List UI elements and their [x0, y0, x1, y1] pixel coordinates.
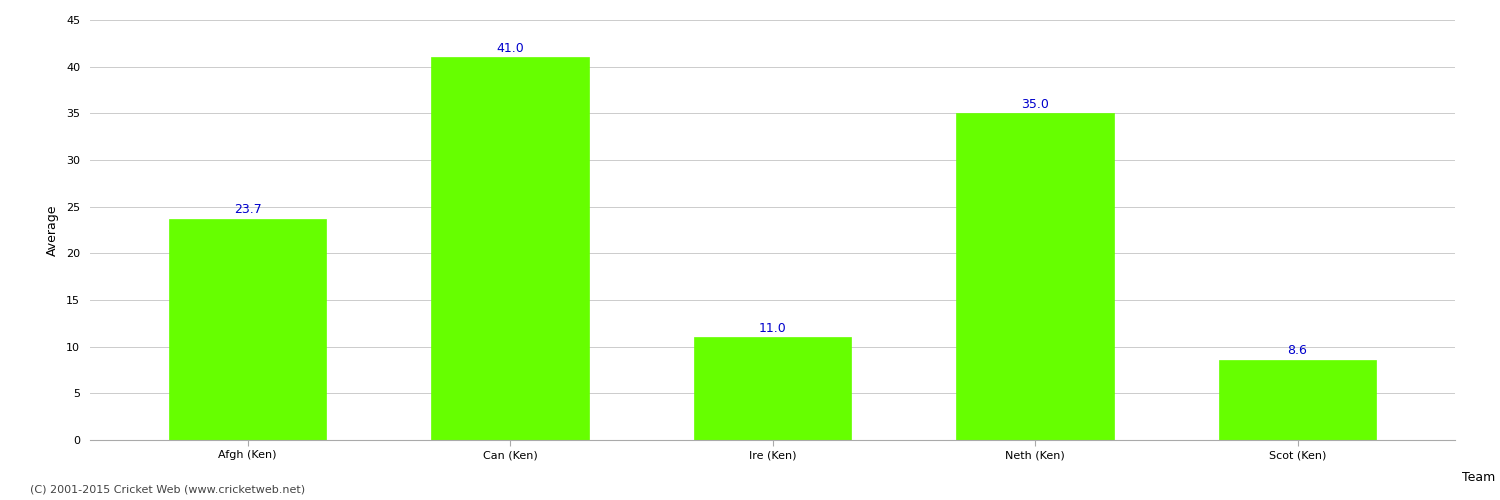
Text: 23.7: 23.7: [234, 203, 261, 216]
Text: Team: Team: [1462, 470, 1496, 484]
Bar: [432, 58, 588, 440]
Text: (C) 2001-2015 Cricket Web (www.cricketweb.net): (C) 2001-2015 Cricket Web (www.cricketwe…: [30, 485, 305, 495]
Text: 35.0: 35.0: [1022, 98, 1048, 110]
Bar: [1220, 360, 1377, 440]
Bar: [168, 219, 327, 440]
Bar: [957, 114, 1114, 440]
Text: 41.0: 41.0: [496, 42, 523, 54]
Bar: [694, 338, 852, 440]
Text: 8.6: 8.6: [1287, 344, 1308, 357]
Y-axis label: Average: Average: [46, 204, 58, 256]
Text: 11.0: 11.0: [759, 322, 786, 334]
